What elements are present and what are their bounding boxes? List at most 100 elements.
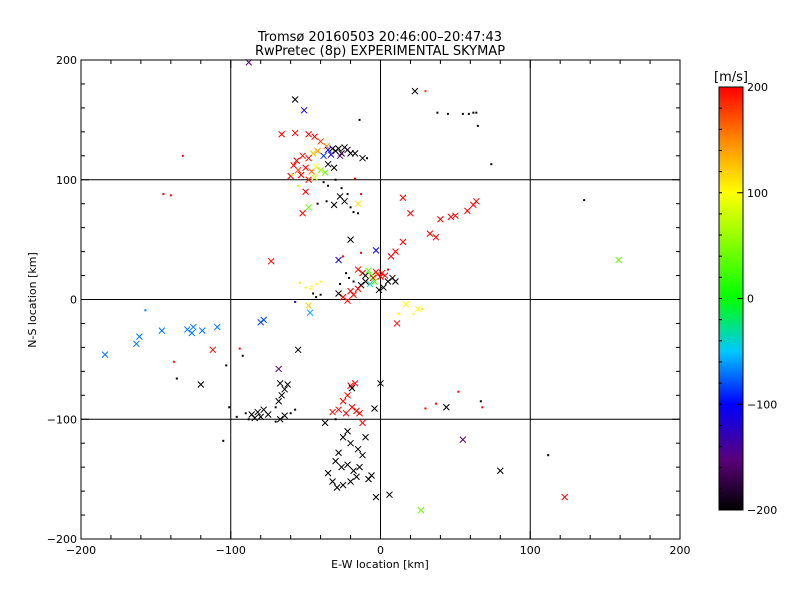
echo-x-marker (437, 215, 444, 223)
echo-x-marker (311, 133, 318, 140)
echo-x-marker (414, 305, 422, 313)
marker-stroke (335, 406, 342, 414)
marker-stroke (336, 152, 344, 160)
echo-dot-marker (315, 296, 318, 299)
marker-stroke (336, 193, 344, 200)
echo-x-marker (362, 278, 369, 285)
echo-x-marker (351, 150, 359, 157)
echo-x-marker (324, 160, 332, 168)
echo-dot-marker (327, 184, 330, 187)
marker-stroke (348, 403, 356, 411)
echo-x-marker (344, 427, 351, 435)
echo-dot-marker (310, 285, 313, 288)
echo-x-marker (158, 327, 166, 334)
echo-dot-marker (424, 407, 427, 410)
echo-dot-marker (349, 206, 352, 209)
echo-x-marker (312, 163, 320, 170)
echo-x-marker (294, 346, 302, 354)
echo-x-marker (305, 176, 312, 184)
echo-x-marker (347, 236, 354, 243)
echo-dot-marker (222, 439, 225, 442)
marker-stroke (354, 266, 362, 273)
echo-dot-marker (241, 354, 244, 357)
marker-stroke (392, 278, 399, 285)
echo-dot-marker (334, 418, 337, 421)
echo-x-marker (323, 142, 330, 150)
echo-dot-marker (274, 406, 277, 409)
marker-stroke (281, 385, 289, 393)
echo-dot-marker (144, 309, 147, 312)
echo-x-marker (407, 209, 414, 217)
echo-x-marker (294, 166, 302, 174)
echo-x-marker (136, 333, 143, 340)
y-tick-label: −200 (47, 533, 77, 546)
marker-stroke (293, 157, 300, 164)
echo-x-marker (333, 484, 341, 491)
echo-dot-marker (228, 406, 231, 409)
marker-stroke (335, 449, 342, 457)
marker-stroke (347, 287, 354, 295)
marker-stroke (158, 327, 166, 334)
y-tick-label: 200 (56, 54, 77, 67)
echo-x-marker (443, 403, 450, 411)
echo-dot-marker (547, 454, 550, 457)
echo-x-marker (314, 147, 321, 155)
echo-x-marker (365, 267, 372, 275)
echo-x-marker (369, 274, 377, 282)
echo-x-marker (198, 327, 206, 334)
echo-x-marker (399, 194, 407, 202)
echo-dot-marker (172, 360, 175, 363)
echo-x-marker (330, 164, 338, 172)
marker-stroke (305, 154, 312, 162)
echo-dot-marker (397, 312, 400, 315)
marker-stroke (377, 273, 384, 281)
echo-dot-marker (476, 124, 479, 127)
marker-stroke (320, 152, 327, 160)
marker-stroke (362, 433, 369, 441)
echo-x-marker (300, 106, 308, 114)
echo-dot-marker (421, 308, 424, 311)
echo-x-marker (317, 138, 324, 145)
marker-stroke (330, 201, 338, 209)
echo-x-marker (447, 213, 455, 221)
echo-x-marker (330, 201, 338, 209)
axis-ticks: −200 −100 0 100 200 −200 −100 0 100 200 (47, 54, 691, 557)
echo-x-marker (257, 413, 265, 421)
echo-x-marker (335, 256, 342, 264)
marker-stroke (275, 365, 283, 373)
echo-dot-marker (358, 118, 361, 121)
echo-x-marker (615, 256, 622, 264)
marker-stroke (452, 212, 459, 220)
x-tick-label: 0 (377, 544, 384, 557)
echo-x-marker (332, 457, 339, 465)
echo-x-marker (341, 197, 348, 205)
echo-dot-marker (345, 272, 348, 275)
echo-dot-marker (348, 276, 351, 279)
marker-stroke (347, 478, 354, 485)
marker-stroke (402, 300, 410, 308)
marker-stroke (350, 291, 357, 299)
echo-x-marker (276, 415, 284, 423)
echo-x-marker (386, 491, 393, 499)
marker-stroke (329, 408, 336, 416)
echo-x-marker (188, 329, 196, 337)
marker-stroke (464, 207, 471, 215)
echo-x-marker (381, 272, 389, 279)
marker-stroke (330, 164, 338, 172)
marker-stroke (339, 293, 347, 301)
marker-stroke (381, 272, 389, 279)
marker-stroke (393, 320, 401, 327)
colorbar-tick-label: 200 (747, 81, 768, 94)
echo-x-marker (213, 323, 221, 331)
marker-stroke (387, 253, 395, 260)
marker-stroke (281, 412, 289, 420)
echo-x-marker (320, 152, 327, 160)
echo-dot-marker (312, 292, 315, 295)
echo-dot-marker (472, 111, 475, 114)
echo-dot-marker (481, 406, 484, 409)
marker-stroke (354, 200, 362, 208)
echo-dot-marker (412, 312, 415, 315)
echo-x-marker (324, 146, 332, 154)
echo-x-marker (302, 164, 309, 172)
marker-stroke (472, 197, 480, 205)
